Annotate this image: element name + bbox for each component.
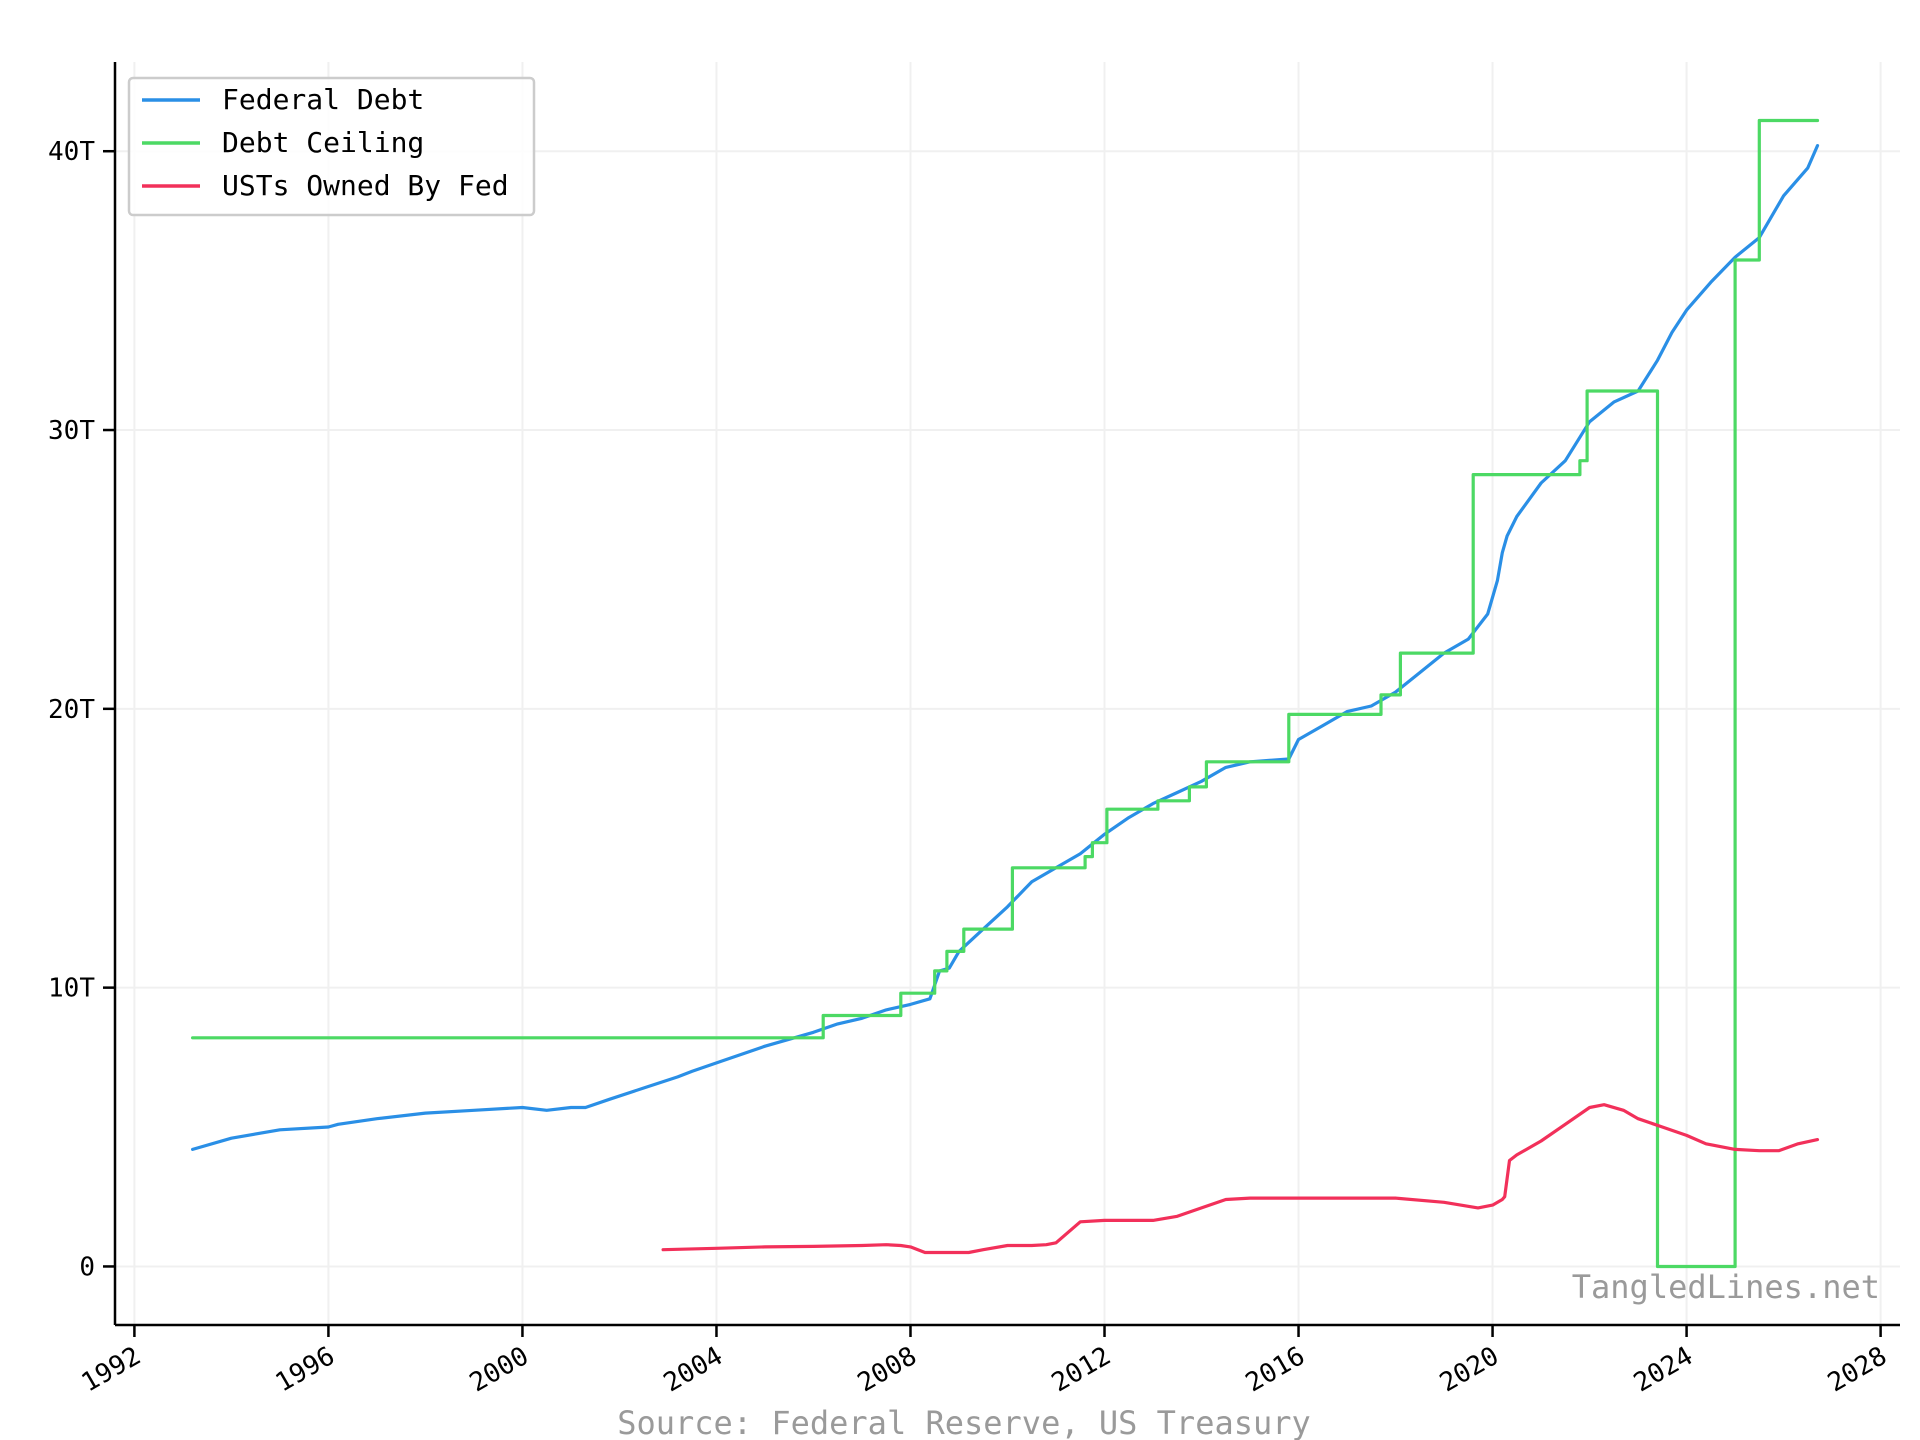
ticks: 0 10T 20T 30T 40T 1992 1996 2000 2004 2008 2012 201… xyxy=(48,137,1892,1398)
y-tick-label: 0 xyxy=(79,1252,95,1282)
grid xyxy=(115,62,1900,1325)
legend-label-1: Federal Debt xyxy=(222,83,424,116)
x-tick-label: 2028 xyxy=(1823,1341,1892,1398)
x-tick-label: 1996 xyxy=(271,1341,340,1398)
x-tick-label: 2004 xyxy=(659,1341,728,1398)
series-layer xyxy=(191,118,1820,1269)
x-tick-label: 2000 xyxy=(465,1341,534,1398)
legend: Federal Debt Debt Ceiling USTs Owned By Fe… xyxy=(127,76,536,217)
y-tick-label: 10T xyxy=(48,974,95,1004)
x-tick-label: 2016 xyxy=(1241,1341,1310,1398)
x-tick-label: 1992 xyxy=(77,1341,146,1398)
legend-box xyxy=(127,76,536,217)
series-line-2 xyxy=(191,118,1820,1269)
x-tick-label: 2024 xyxy=(1629,1341,1698,1398)
watermark: TangledLines.net xyxy=(1572,1268,1880,1306)
series-line-1 xyxy=(191,144,1820,1151)
series-line-3 xyxy=(661,1103,1820,1255)
x-tick-label: 2020 xyxy=(1435,1341,1504,1398)
axes xyxy=(113,62,1900,1327)
legend-label-3: USTs Owned By Fed xyxy=(222,169,509,202)
y-tick-label: 40T xyxy=(48,137,95,167)
source-note: Source: Federal Reserve, US Treasury xyxy=(617,1404,1311,1440)
x-tick-label: 2012 xyxy=(1047,1341,1116,1398)
x-tick-label: 2008 xyxy=(853,1341,922,1398)
y-tick-label: 30T xyxy=(48,416,95,446)
y-tick-label: 20T xyxy=(48,695,95,725)
legend-label-2: Debt Ceiling xyxy=(222,126,424,159)
